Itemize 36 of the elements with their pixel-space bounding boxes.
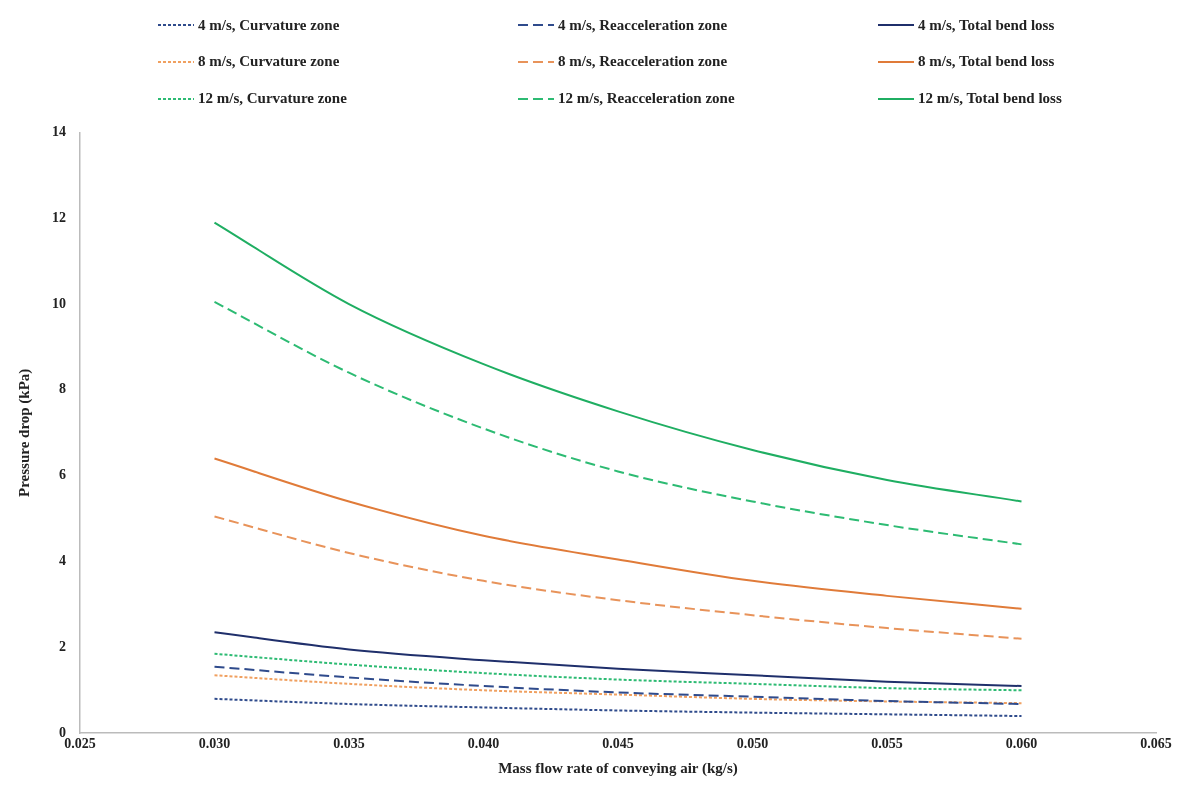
line-series (213, 674, 1023, 705)
y-tick-label: 0 (59, 724, 66, 740)
line-series (213, 631, 1023, 687)
x-tick-label: 0.065 (1140, 736, 1172, 752)
line-series (213, 652, 1023, 692)
line-series (213, 221, 1023, 503)
line-series (213, 515, 1023, 640)
legend-label: 8 m/s, Reacceleration zone (558, 53, 728, 71)
x-tick-label: 0.040 (467, 736, 500, 752)
y-tick-label: 14 (52, 124, 66, 140)
y-tick-label: 2 (59, 638, 66, 654)
y-tick-label: 6 (59, 467, 66, 483)
y-tick-label: 8 (59, 381, 66, 397)
legend-label: 4 m/s, Reacceleration zone (558, 16, 728, 34)
line-series (213, 300, 1023, 546)
legend-label: 4 m/s, Curvature zone (198, 16, 340, 34)
line-series (213, 697, 1023, 718)
y-tick-label: 12 (52, 209, 66, 225)
x-tick-label: 0.060 (1005, 736, 1038, 752)
legend-label: 8 m/s, Total bend loss (918, 53, 1055, 71)
x-tick-label: 0.035 (333, 736, 365, 752)
x-tick-label: 0.030 (198, 736, 231, 752)
legend-label: 12 m/s, Curvature zone (198, 90, 347, 108)
y-tick-label: 10 (52, 295, 66, 311)
line-series (213, 457, 1023, 610)
x-tick-label: 0.025 (64, 736, 96, 752)
legend-label: 12 m/s, Reacceleration zone (558, 90, 735, 108)
x-tick-label: 0.055 (871, 736, 903, 752)
x-tick-label: 0.045 (602, 736, 634, 752)
legend-label: 4 m/s, Total bend loss (918, 16, 1055, 34)
legend-label: 8 m/s, Curvature zone (198, 53, 340, 71)
x-axis-title: Mass flow rate of conveying air (kg/s) (498, 759, 738, 777)
x-tick-label: 0.050 (736, 736, 769, 752)
y-axis-title: Pressure drop (kPa) (15, 368, 33, 497)
y-tick-label: 4 (59, 553, 66, 569)
legend-label: 12 m/s, Total bend loss (918, 90, 1062, 108)
